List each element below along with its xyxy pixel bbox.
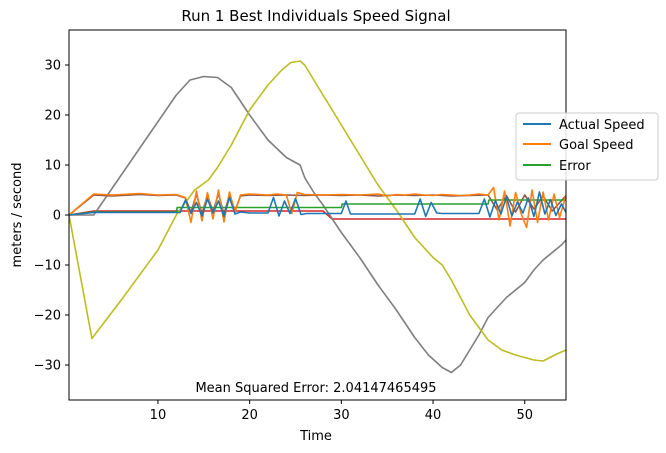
series-layer: [69, 60, 566, 374]
x-tick-label: 20: [241, 408, 258, 423]
series-line-extra: [69, 75, 566, 374]
x-axis-label: Time: [299, 429, 332, 444]
y-axis-label: meters / second: [10, 163, 25, 268]
x-axis-ticks: 10 20 30 40 50: [150, 400, 533, 423]
chart-title: Run 1 Best Individuals Speed Signal: [181, 7, 450, 25]
y-tick-label: −30: [34, 359, 61, 374]
legend-label-error: Error: [559, 159, 591, 174]
y-tick-label: 0: [53, 209, 61, 224]
mse-annotation: Mean Squared Error: 2.04147465495: [195, 381, 436, 396]
x-tick-label: 30: [333, 408, 350, 423]
x-tick-label: 10: [150, 408, 167, 423]
y-tick-label: −20: [34, 309, 61, 324]
series-line-actual-speed: [69, 191, 566, 218]
legend-box: [515, 112, 659, 181]
y-tick-label: −10: [34, 259, 61, 274]
y-tick-label: 10: [44, 159, 61, 174]
legend-label-goal-speed: Goal Speed: [559, 138, 634, 153]
x-tick-label: 40: [425, 408, 442, 423]
y-axis-ticks: −30 −20 −10 0 10 20 30: [34, 59, 69, 374]
series-line-goal-speed: [69, 186, 566, 229]
x-tick-label: 50: [516, 408, 533, 423]
series-line-extra: [69, 60, 566, 362]
legend-label-actual-speed: Actual Speed: [559, 118, 645, 133]
y-tick-label: 30: [44, 59, 61, 74]
y-tick-label: 20: [44, 109, 61, 124]
legend: Actual Speed Goal Speed Error: [515, 112, 659, 181]
